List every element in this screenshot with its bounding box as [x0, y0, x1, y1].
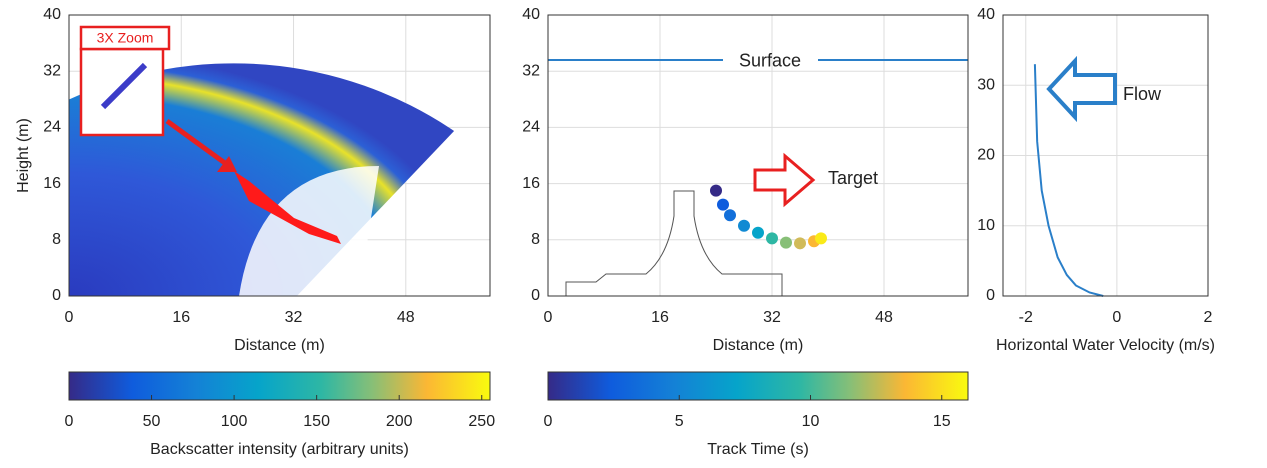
colorbar: [547, 371, 969, 401]
axes-frame: [547, 14, 969, 297]
plot-area: [548, 15, 968, 296]
track-point: [710, 184, 722, 197]
annotation: 3X Zoom: [97, 30, 154, 46]
colorbar-tick-label: 5: [675, 413, 684, 430]
zoom-arrowhead: [217, 156, 237, 172]
track-point: [766, 232, 778, 245]
track-point: [738, 219, 750, 232]
x-tick-label: 16: [651, 309, 669, 326]
target-echo: [234, 171, 341, 244]
velocity-profile: [1033, 64, 1104, 297]
y-tick-label: 24: [43, 119, 61, 136]
y-tick-label: 0: [986, 287, 995, 304]
y-tick-label: 30: [977, 76, 995, 93]
colorbar-tick-label: 150: [303, 413, 330, 430]
x-axis-label: Horizontal Water Velocity (m/s): [996, 337, 1215, 354]
x-axis-label: Distance (m): [234, 337, 325, 354]
target-arrow: [753, 152, 816, 208]
x-tick-label: 32: [285, 309, 303, 326]
x-tick-label: 48: [397, 309, 415, 326]
y-tick-label: 40: [977, 6, 995, 23]
colorbar-tick-label: 10: [802, 413, 820, 430]
y-axis-label: Height (m): [15, 118, 32, 193]
colorbar-tick-label: 200: [386, 413, 413, 430]
x-tick-label: 2: [1204, 309, 1213, 326]
y-tick-label: 0: [52, 287, 61, 304]
y-tick-label: 10: [977, 217, 995, 234]
colorbar-tick-label: 250: [468, 413, 495, 430]
axes-frame: [68, 14, 491, 297]
x-tick-label: 0: [65, 309, 74, 326]
y-tick-label: 8: [52, 231, 61, 248]
y-tick-label: 32: [43, 62, 61, 79]
x-tick-label: 32: [763, 309, 781, 326]
colorbar: [68, 371, 491, 401]
track-point: [717, 198, 729, 211]
colorbar-tick-label: 0: [65, 413, 74, 430]
y-tick-label: 16: [522, 175, 540, 192]
zoom-label-box: [79, 25, 171, 51]
x-tick-label: 48: [875, 309, 893, 326]
x-tick-label: 0: [1112, 309, 1121, 326]
y-tick-label: 20: [977, 147, 995, 164]
axes-frame: [1002, 14, 1209, 297]
x-tick-label: -2: [1019, 309, 1033, 326]
flow-arrow: [1046, 55, 1117, 123]
reference-label: Surface: [739, 51, 801, 71]
track-point: [794, 237, 806, 250]
zoom-arrow: [165, 118, 231, 169]
sonar-image: 3X Zoom: [69, 25, 455, 296]
annotation: Target: [828, 168, 878, 188]
x-axis-label: Distance (m): [713, 337, 804, 354]
y-tick-label: 40: [522, 6, 540, 23]
colorbar-tick-label: 50: [143, 413, 161, 430]
track-point: [815, 232, 827, 245]
track-point: [780, 236, 792, 249]
y-tick-label: 16: [43, 175, 61, 192]
y-tick-label: 32: [522, 62, 540, 79]
track-point: [724, 209, 736, 222]
sonar-fan: [69, 63, 455, 296]
x-tick-label: 16: [172, 309, 190, 326]
colorbar-label: Track Time (s): [707, 441, 809, 458]
structure: [565, 190, 783, 296]
colorbar-label: Backscatter intensity (arbitrary units): [150, 441, 409, 458]
colorbar-tick-label: 15: [933, 413, 951, 430]
zoomed-target: [100, 62, 148, 110]
colorbar-tick-label: 100: [221, 413, 248, 430]
y-tick-label: 24: [522, 119, 540, 136]
x-tick-label: 0: [544, 309, 553, 326]
colorbar-tick-label: 0: [544, 413, 553, 430]
y-tick-label: 8: [531, 231, 540, 248]
y-tick-label: 40: [43, 6, 61, 23]
track-point: [752, 226, 764, 239]
annotation: Flow: [1123, 84, 1162, 104]
y-tick-label: 0: [531, 287, 540, 304]
